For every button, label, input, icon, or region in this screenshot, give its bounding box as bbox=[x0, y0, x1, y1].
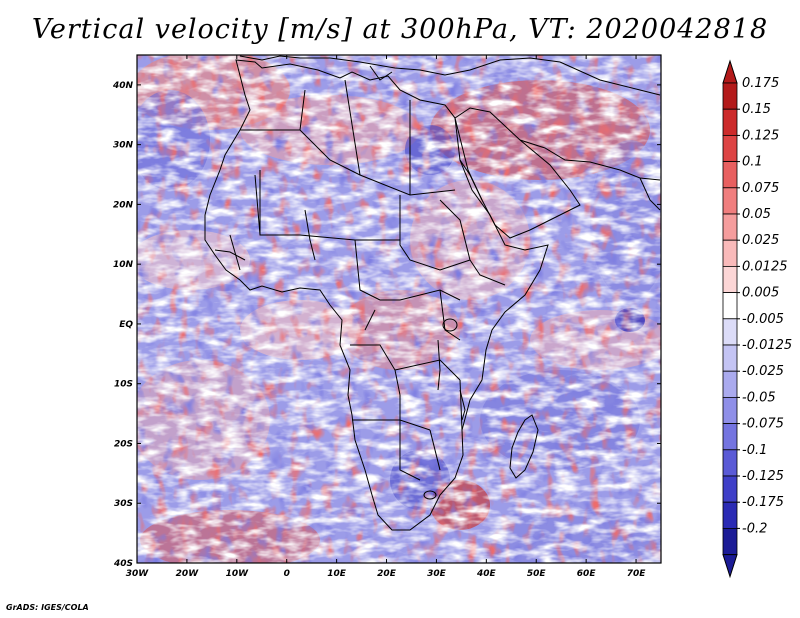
lon-tick-label: 70E bbox=[627, 569, 647, 579]
colorbar-label: -0.1 bbox=[742, 443, 767, 458]
colorbar-swatch bbox=[722, 82, 738, 110]
coastlines bbox=[204, 55, 661, 531]
lon-tick-label: 30E bbox=[427, 569, 447, 579]
lat-tick-label: 40S bbox=[113, 559, 133, 569]
colorbar-label: -0.075 bbox=[742, 417, 784, 432]
colorbar-swatch bbox=[722, 161, 738, 189]
lon-tick-label: 20W bbox=[176, 569, 200, 579]
lat-tick-label: 20S bbox=[114, 439, 133, 449]
lon-tick-label: 10E bbox=[327, 569, 347, 579]
colorbar: 0.175 0.15 0.125 0.1 0.075 0.05 0.025 0.0125 0.0… bbox=[722, 59, 792, 579]
lat-tick-label: 30N bbox=[113, 141, 134, 151]
lon-tick-label: 30W bbox=[126, 569, 150, 579]
colorbar-bottom-arrow bbox=[722, 554, 738, 579]
colorbar-swatch bbox=[722, 187, 738, 215]
colorbar-swatch bbox=[722, 344, 738, 372]
grads-credit: GrADS: IGES/COLA bbox=[6, 603, 89, 612]
lat-tick-label: 20N bbox=[113, 200, 134, 210]
colorbar-label: -0.125 bbox=[742, 469, 784, 484]
lat-tick-label: 40N bbox=[112, 81, 134, 91]
plot-frame bbox=[136, 54, 662, 564]
lon-tick-label: 20E bbox=[377, 569, 397, 579]
colorbar-swatch bbox=[722, 396, 738, 424]
colorbar-label: 0.025 bbox=[742, 233, 779, 248]
colorbar-label: 0.05 bbox=[742, 207, 771, 222]
colorbar-label: 0.1 bbox=[742, 155, 763, 170]
latitude-axis: 40N 30N 20N 10N EQ 10S 20S 30S 40S bbox=[112, 81, 661, 569]
colorbar-swatch bbox=[722, 318, 738, 346]
colorbar-label: 0.0125 bbox=[742, 259, 788, 274]
lon-tick-label: 0 bbox=[284, 569, 290, 579]
velocity-field bbox=[137, 55, 661, 563]
lon-tick-label: 40E bbox=[476, 569, 497, 579]
colorbar-swatch bbox=[722, 475, 738, 503]
colorbar-swatch bbox=[722, 108, 738, 136]
colorbar-label: -0.0125 bbox=[742, 338, 792, 353]
colorbar-label: -0.025 bbox=[742, 364, 784, 379]
colorbar-label: 0.125 bbox=[742, 128, 779, 143]
madagascar-coastline bbox=[509, 414, 539, 479]
lon-tick-label: 10W bbox=[226, 569, 250, 579]
colorbar-label: 0.005 bbox=[742, 286, 779, 301]
colorbar-swatch bbox=[722, 370, 738, 398]
colorbar-swatch bbox=[722, 501, 738, 529]
colorbar-label: -0.2 bbox=[742, 521, 767, 536]
lat-tick-label: 10N bbox=[113, 260, 134, 270]
colorbar-swatch bbox=[722, 239, 738, 267]
colorbar-swatch bbox=[722, 528, 738, 556]
lon-tick-label: 50E bbox=[527, 569, 547, 579]
colorbar-label: 0.15 bbox=[742, 102, 771, 117]
lat-tick-label: 10S bbox=[114, 380, 133, 390]
colorbar-label: 0.075 bbox=[742, 181, 779, 196]
plot-title: Vertical velocity [m/s] at 300hPa, VT: 2… bbox=[31, 14, 769, 45]
colorbar-swatch bbox=[722, 134, 738, 162]
colorbar-label: 0.175 bbox=[742, 76, 779, 91]
longitude-axis: 30W 20W 10W 0 10E 20E 30E 40E 50E 60E 70E bbox=[126, 55, 646, 579]
colorbar-label: -0.05 bbox=[742, 390, 776, 405]
lon-tick-label: 60E bbox=[577, 569, 597, 579]
colorbar-swatch bbox=[722, 265, 738, 293]
colorbar-swatch bbox=[722, 292, 738, 320]
colorbar-swatch bbox=[722, 449, 738, 477]
lat-tick-label: EQ bbox=[119, 320, 133, 330]
colorbar-swatch bbox=[722, 213, 738, 241]
arabia-coastline bbox=[454, 107, 581, 239]
lat-tick-label: 30S bbox=[114, 499, 133, 509]
colorbar-label: -0.005 bbox=[742, 312, 784, 327]
colorbar-label: -0.175 bbox=[742, 495, 784, 510]
colorbar-swatch bbox=[722, 423, 738, 451]
africa-coastline bbox=[204, 59, 549, 531]
colorbar-top-arrow bbox=[722, 59, 738, 84]
